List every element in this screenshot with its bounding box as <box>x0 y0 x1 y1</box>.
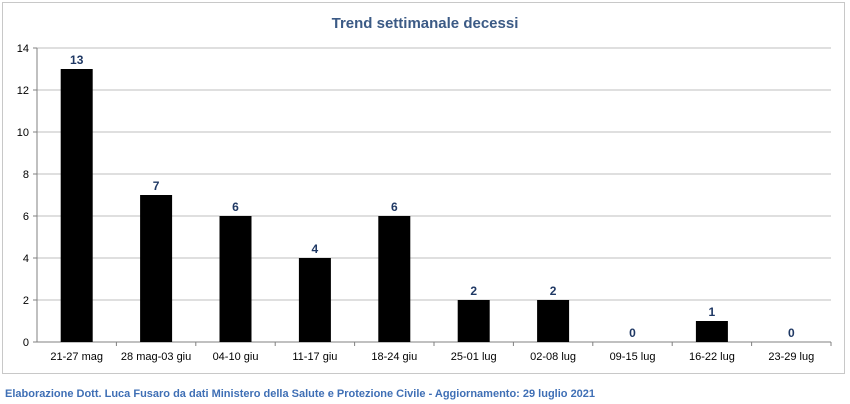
data-label: 7 <box>153 179 160 193</box>
data-label: 0 <box>788 326 795 340</box>
x-axis-tick-labels: 21-27 mag 28 mag-03 giu 04-10 giu 11-17 giu… <box>50 351 814 363</box>
data-label: 0 <box>629 326 636 340</box>
y-tick-label: 10 <box>17 127 29 139</box>
y-tick-label: 8 <box>23 169 29 181</box>
bar <box>60 69 93 342</box>
data-label: 1 <box>709 305 716 319</box>
data-label: 2 <box>470 284 477 298</box>
bars <box>60 69 728 342</box>
bar <box>378 216 411 342</box>
bar <box>537 300 570 342</box>
y-tick-label: 0 <box>23 337 29 349</box>
x-tick-label: 25-01 lug <box>451 351 497 363</box>
bar <box>457 300 490 342</box>
bar <box>140 195 173 342</box>
bar <box>298 258 331 342</box>
bar <box>695 321 728 342</box>
y-tick-label: 12 <box>17 85 29 97</box>
data-label: 6 <box>232 200 239 214</box>
data-label: 2 <box>550 284 557 298</box>
x-tick-label: 23-29 lug <box>768 351 814 363</box>
x-tick-label: 04-10 giu <box>213 351 259 363</box>
x-tick-label: 18-24 giu <box>371 351 417 363</box>
data-label: 13 <box>70 53 84 67</box>
source-footer: Elaborazione Dott. Luca Fusaro da dati M… <box>5 388 596 400</box>
x-tick-label: 28 mag-03 giu <box>121 351 191 363</box>
chart-title: Trend settimanale decessi <box>332 15 519 32</box>
bar <box>219 216 252 342</box>
x-tick-label: 02-08 lug <box>530 351 576 363</box>
data-label: 4 <box>312 242 319 256</box>
x-tick-label: 16-22 lug <box>689 351 735 363</box>
y-tick-label: 4 <box>23 253 29 265</box>
data-labels: 13 7 6 4 6 2 2 0 1 0 <box>70 53 795 340</box>
data-label: 6 <box>391 200 398 214</box>
y-axis-tick-labels: 0 2 4 6 8 10 12 14 <box>17 43 29 349</box>
x-tick-label: 11-17 giu <box>292 351 337 363</box>
chart-frame: Trend settimanale decessi 13 7 6 4 6 2 2 0 1 0 21… <box>2 2 845 374</box>
x-tick-label: 21-27 mag <box>50 351 103 363</box>
x-tick-label: 09-15 lug <box>610 351 656 363</box>
y-tick-label: 14 <box>17 43 29 55</box>
y-tick-label: 2 <box>23 295 29 307</box>
y-tick-label: 6 <box>23 211 29 223</box>
